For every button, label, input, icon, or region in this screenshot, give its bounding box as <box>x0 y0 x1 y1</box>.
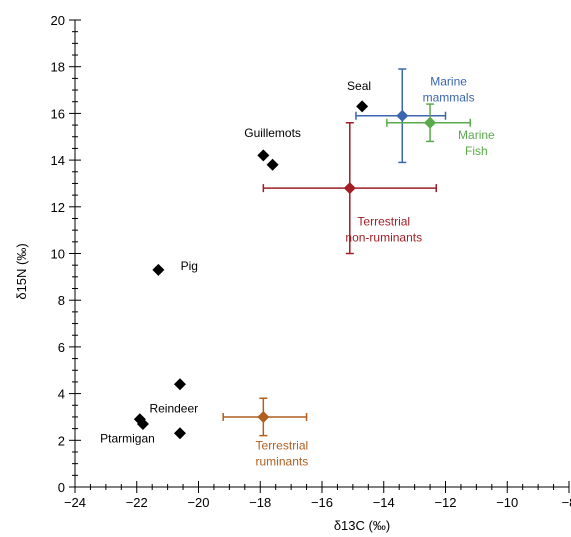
point-label: Guillemots <box>244 126 301 140</box>
y-tick-label: 4 <box>58 387 65 402</box>
y-tick-label: 12 <box>51 200 65 215</box>
group-label: mammals <box>423 90 475 104</box>
y-tick-label: 8 <box>58 293 65 308</box>
group-mean-marker <box>396 109 409 122</box>
data-point <box>136 417 149 430</box>
y-tick-label: 20 <box>51 13 65 28</box>
x-tick-label: −22 <box>126 495 148 510</box>
group-mean-marker <box>257 410 270 423</box>
y-axis-title: δ15N (‰) <box>14 243 29 299</box>
group-label: Marine <box>430 74 467 88</box>
data-point <box>257 149 270 162</box>
data-point <box>356 100 369 113</box>
group-mean: Marine Fish <box>386 103 495 158</box>
x-tick-label: −16 <box>311 495 333 510</box>
y-tick-label: 16 <box>51 106 65 121</box>
x-tick-label: −18 <box>249 495 271 510</box>
y-tick-label: 2 <box>58 433 65 448</box>
x-axis-title: δ13C (‰) <box>334 518 390 533</box>
data-point <box>173 427 186 440</box>
x-tick-label: −24 <box>64 495 86 510</box>
data-point <box>152 263 165 276</box>
data-points-layer <box>133 100 369 440</box>
group-label: Fish <box>465 144 488 158</box>
group-means-layer: Marine mammals Marine Fish Terrestrial non-ru… <box>222 68 495 469</box>
x-tick-label: −8 <box>562 495 571 510</box>
group-label: ruminants <box>256 455 309 469</box>
x-tick-label: −10 <box>496 495 518 510</box>
y-tick-label: 18 <box>51 60 65 75</box>
group-label: non-ruminants <box>345 230 422 244</box>
point-labels-layer: Seal Guillemots Pig Reindeer Ptarmigan <box>100 79 371 446</box>
y-tick-label: 6 <box>58 340 65 355</box>
y-tick-label: 0 <box>58 480 65 495</box>
x-tick-label: −14 <box>373 495 395 510</box>
group-label: Terrestrial <box>256 439 309 453</box>
y-tick-label: 10 <box>51 247 65 262</box>
x-tick-label: −12 <box>434 495 456 510</box>
y-ticks: 0 2 4 6 8 10 12 14 16 18 20 <box>51 13 81 495</box>
y-tick-label: 14 <box>51 153 65 168</box>
x-ticks: −24 −22 −20 −18 −16 −14 −12 −10 −8 <box>64 481 571 510</box>
point-label: Seal <box>347 79 371 93</box>
group-mean: Terrestrial non-ruminants <box>262 121 437 255</box>
group-mean: Marine mammals <box>355 68 475 164</box>
group-label: Marine <box>458 128 495 142</box>
data-point <box>266 158 279 171</box>
x-tick-label: −20 <box>187 495 209 510</box>
point-label: Ptarmigan <box>100 432 155 446</box>
point-label: Reindeer <box>149 401 198 415</box>
group-mean-marker <box>343 182 356 195</box>
group-mean-marker <box>424 116 437 129</box>
point-label: Pig <box>181 259 198 273</box>
group-mean: Terrestrial ruminants <box>222 397 309 469</box>
data-point <box>173 378 186 391</box>
axes: −24 −22 −20 −18 −16 −14 −12 −10 −8 0 2 4 6 8 10 12 14 16… <box>51 13 571 510</box>
group-label: Terrestrial <box>357 214 410 228</box>
